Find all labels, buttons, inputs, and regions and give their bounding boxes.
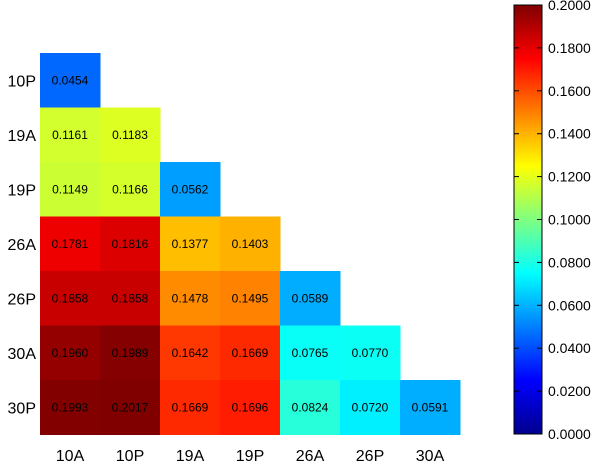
- heatmap-cell: [160, 325, 221, 381]
- cell-value-label: 0.0770: [352, 346, 389, 360]
- y-tick-label: 10P: [8, 73, 36, 90]
- heatmap-cell: [100, 325, 161, 381]
- y-tick-label: 30P: [8, 400, 36, 417]
- cell-value-label: 0.0824: [292, 400, 329, 414]
- x-tick-label: 19A: [176, 448, 205, 464]
- colorbar-tick-label: 0.0600: [548, 297, 591, 313]
- colorbar-tick-label: 0.0000: [548, 426, 591, 442]
- cell-value-label: 0.1669: [232, 346, 269, 360]
- heatmap-cell: [160, 216, 221, 272]
- colorbar-tick-label: 0.1800: [548, 40, 591, 56]
- cell-value-label: 0.1781: [52, 237, 89, 251]
- heatmap-cell: [160, 162, 221, 217]
- heatmap-cell: [40, 162, 101, 217]
- cell-value-label: 0.1960: [52, 346, 89, 360]
- heatmap-cells: 0.0454 0.1161 0.1183 0.1149 0.1166 0.0562 0.17…: [40, 53, 461, 435]
- cell-value-label: 0.1993: [52, 400, 89, 414]
- heatmap-cell: [340, 380, 401, 435]
- cell-value-label: 0.0589: [292, 291, 329, 305]
- cell-value-label: 0.1696: [232, 400, 269, 414]
- cell-value-label: 0.1495: [232, 291, 269, 305]
- cell-value-label: 0.1669: [172, 400, 209, 414]
- cell-value-label: 0.1478: [172, 291, 209, 305]
- heatmap-cell: [160, 380, 221, 435]
- cell-value-label: 0.0591: [412, 400, 449, 414]
- cell-value-label: 0.1989: [112, 346, 149, 360]
- heatmap-cell: [280, 380, 341, 435]
- cell-value-label: 0.1816: [112, 237, 149, 251]
- heatmap-cell: [40, 216, 101, 272]
- heatmap-cell: [40, 271, 101, 326]
- cell-value-label: 0.1149: [52, 182, 88, 196]
- cell-value-label: 0.1858: [52, 291, 89, 305]
- heatmap-cell: [280, 271, 341, 326]
- heatmap-cell: [100, 107, 161, 163]
- cell-value-label: 0.1166: [112, 182, 148, 196]
- heatmap-cell: [100, 216, 161, 272]
- cell-value-label: 0.2017: [112, 400, 149, 414]
- heatmap-cell: [400, 380, 461, 435]
- cell-value-label: 0.0720: [352, 400, 389, 414]
- heatmap-cell: [100, 380, 161, 435]
- cell-value-label: 0.1183: [112, 128, 148, 142]
- heatmap-cell: [100, 271, 161, 326]
- heatmap-cell: [220, 271, 281, 326]
- heatmap-cell: [40, 325, 101, 381]
- x-tick-label: 26A: [296, 448, 325, 464]
- colorbar-tick-label: 0.1200: [548, 169, 591, 185]
- heatmap-cell: [100, 162, 161, 217]
- y-tick-label: 30A: [8, 346, 37, 363]
- y-tick-label: 26P: [8, 291, 36, 308]
- cell-value-label: 0.0562: [172, 182, 209, 196]
- y-axis: 10P 19A 19P 26A 26P 30A 30P: [8, 73, 37, 417]
- heatmap-cell: [220, 216, 281, 272]
- cell-value-label: 0.1161: [52, 128, 88, 142]
- cell-value-label: 0.0454: [52, 73, 89, 87]
- y-tick-label: 19P: [8, 182, 36, 199]
- heatmap-cell: [40, 53, 101, 108]
- heatmap-cell: [220, 325, 281, 381]
- x-tick-label: 26P: [356, 448, 384, 464]
- heatmap-cell: [340, 325, 401, 381]
- cell-value-label: 0.1403: [232, 237, 269, 251]
- heatmap-cell: [220, 380, 281, 435]
- colorbar-tick-label: 0.2000: [548, 0, 591, 13]
- x-tick-label: 30A: [416, 448, 445, 464]
- colorbar: 0.0000 0.0200 0.0400 0.0600 0.0800 0.1000 0.12…: [513, 0, 591, 442]
- colorbar-tick-label: 0.1600: [548, 83, 591, 99]
- heatmap-cell: [160, 271, 221, 326]
- x-tick-label: 10A: [56, 448, 85, 464]
- colorbar-tick-label: 0.1000: [548, 212, 591, 228]
- colorbar-tick-label: 0.0800: [548, 254, 591, 270]
- colorbar-tick-label: 0.1400: [548, 126, 591, 142]
- colorbar-tick-label: 0.0400: [548, 340, 591, 356]
- heatmap-cell: [40, 107, 101, 163]
- heatmap-cell: [40, 380, 101, 435]
- cell-value-label: 0.1858: [112, 291, 149, 305]
- x-tick-label: 10P: [116, 448, 144, 464]
- cell-value-label: 0.1642: [172, 346, 209, 360]
- colorbar-tick-label: 0.0200: [548, 383, 591, 399]
- y-tick-label: 26A: [8, 237, 37, 254]
- x-tick-label: 19P: [236, 448, 264, 464]
- y-tick-label: 19A: [8, 128, 37, 145]
- x-axis: 10A 10P 19A 19P 26A 26P 30A: [56, 448, 445, 464]
- cell-value-label: 0.1377: [172, 237, 209, 251]
- cell-value-label: 0.0765: [292, 346, 329, 360]
- heatmap-cell: [280, 325, 341, 381]
